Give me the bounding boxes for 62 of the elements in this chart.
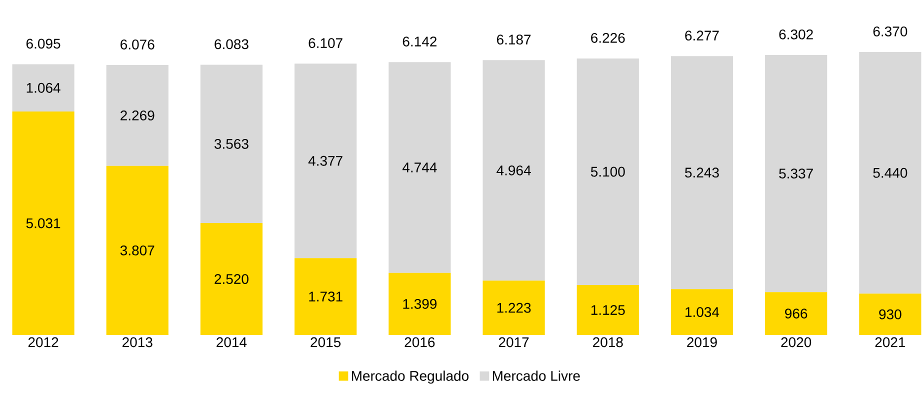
data-label: 1.064 <box>26 82 60 93</box>
x-tick-label: 2020 <box>781 337 812 348</box>
data-label: 3.563 <box>214 138 248 149</box>
data-label: 1.125 <box>591 305 625 315</box>
legend-label: Mercado Regulado <box>352 370 469 384</box>
bar <box>388 62 451 273</box>
data-label: 1.731 <box>309 292 342 302</box>
bar <box>670 56 734 290</box>
data-label: 930 <box>879 309 902 320</box>
data-label: 5.440 <box>873 168 908 178</box>
bar <box>859 294 922 335</box>
data-label: 4.964 <box>496 165 531 176</box>
data-label: 1.399 <box>403 298 437 309</box>
bar <box>200 64 263 224</box>
bar <box>765 54 828 292</box>
total-label: 6.083 <box>214 39 248 50</box>
data-label: 5.337 <box>779 168 813 178</box>
legend-label: Mercado Livre <box>492 370 580 381</box>
total-label: 6.076 <box>120 40 154 50</box>
x-tick-label: 2018 <box>593 337 623 348</box>
bar <box>859 52 922 294</box>
bar <box>294 258 357 335</box>
x-tick-label: 2017 <box>498 337 529 348</box>
x-tick-label: 2014 <box>216 337 247 348</box>
data-label: 4.744 <box>402 162 437 172</box>
bar <box>106 166 168 335</box>
bar <box>576 58 639 286</box>
data-label: 4.377 <box>308 156 342 166</box>
bar <box>482 60 545 281</box>
x-tick-label: 2019 <box>687 337 717 348</box>
total-label: 6.187 <box>496 34 531 45</box>
total-label: 6.302 <box>779 29 813 40</box>
x-tick-label: 2016 <box>404 337 435 348</box>
data-label: 5.100 <box>590 166 625 177</box>
x-tick-label: 2021 <box>875 337 906 348</box>
data-label: 966 <box>785 308 808 319</box>
bar <box>482 280 545 335</box>
total-label: 6.370 <box>873 26 908 36</box>
total-label: 6.107 <box>308 38 342 48</box>
bar <box>200 223 263 335</box>
total-label: 6.095 <box>26 38 60 49</box>
bar <box>12 111 74 335</box>
bar <box>576 285 639 335</box>
data-label: 2.269 <box>120 110 154 120</box>
data-label: 1.223 <box>497 302 531 313</box>
data-label: 5.243 <box>685 168 719 178</box>
total-label: 6.226 <box>591 32 625 43</box>
bar <box>388 272 451 335</box>
bar <box>12 64 74 112</box>
total-label: 6.277 <box>685 30 719 41</box>
x-tick-label: 2015 <box>310 337 341 348</box>
bar <box>106 65 168 166</box>
x-tick-label: 2012 <box>28 337 58 348</box>
bar <box>294 64 357 258</box>
bar <box>670 289 734 335</box>
total-label: 6.142 <box>402 36 436 46</box>
x-tick-label: 2013 <box>122 337 152 348</box>
data-label: 1.034 <box>686 307 720 317</box>
data-label: 2.520 <box>214 274 248 284</box>
bar <box>765 292 828 335</box>
data-label: 3.807 <box>120 245 154 256</box>
data-label: 5.031 <box>26 218 60 228</box>
